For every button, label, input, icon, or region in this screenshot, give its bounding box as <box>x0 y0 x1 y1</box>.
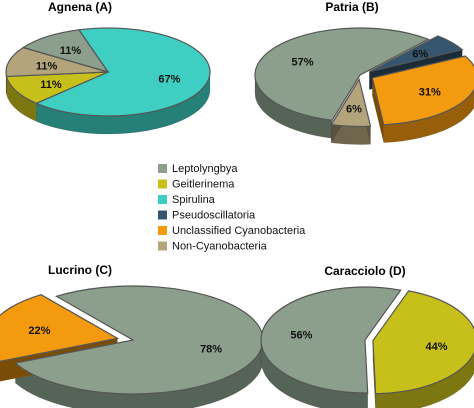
chart-title-agnena: Agnena (A) <box>48 0 112 14</box>
slice-geitlerinema <box>372 290 474 395</box>
slice-label-geitlerinema: 11% <box>40 79 62 91</box>
titles-layer: Agnena (A) Patria (B) Lucrino (C) Caracc… <box>48 0 406 278</box>
legend-label: Spirulina <box>172 194 216 206</box>
slice-non-cyanobacteria <box>330 77 372 128</box>
legend-item-non-cyanobacteria: Non-Cyanobacteria <box>158 241 268 253</box>
slice-label-geitlerinema: 44% <box>426 341 448 353</box>
legend-item-geitlerinema: Geitlerinema <box>158 179 235 191</box>
chart-title-lucrino: Lucrino (C) <box>48 263 112 277</box>
slice-label-leptolyngbya: 56% <box>290 330 312 342</box>
chart-title-caracciolo: Caracciolo (D) <box>324 264 405 278</box>
legend-item-spirulina: Spirulina <box>158 194 216 206</box>
legend-swatch <box>158 226 167 235</box>
legend-label: Geitlerinema <box>172 179 235 191</box>
legend-label: Non-Cyanobacteria <box>172 241 268 253</box>
legend-swatch <box>158 210 167 220</box>
legend-swatch <box>158 164 167 173</box>
pie-caracciolo-d: 44% 56% <box>260 286 474 408</box>
slice-label-non-cyanobacteria: 6% <box>346 104 362 116</box>
slice-label-leptolyngbya: 57% <box>292 56 314 68</box>
legend-label: Pseudoscillatoria <box>172 210 256 222</box>
legend-item-leptolyngbya: Leptolyngbya <box>158 163 238 175</box>
pies-layer: 67%11%11%11%57%6%31%6%78%22%44%56% <box>0 27 474 408</box>
chart-title-patria: Patria (B) <box>325 0 378 14</box>
slice-leptolyngbya <box>21 29 110 74</box>
slice-non-cyanobacteria <box>5 46 109 78</box>
slice-leptolyngbya <box>260 286 402 394</box>
slice-label-unclassified-cyanobacteria: 22% <box>28 325 50 337</box>
slice-unclassified-cyanobacteria <box>0 294 120 362</box>
slice-label-leptolyngbya: 11% <box>60 45 82 57</box>
legend-label: Leptolyngbya <box>172 163 238 175</box>
slice-pseudoscillatoria <box>369 35 464 73</box>
legend-swatch <box>158 179 167 189</box>
legend-swatch <box>158 241 167 251</box>
legend-label: Unclassified Cyanobacteria <box>172 225 306 237</box>
pie-patria-b: 57% 6% 31% 6% <box>254 27 474 145</box>
legend: Leptolyngbya Geitlerinema Spirulina Pseudos… <box>158 163 306 253</box>
legend-swatch <box>158 195 167 204</box>
slice-leptolyngbya <box>14 285 264 395</box>
slice-leptolyngbya <box>254 27 430 121</box>
legend-item-pseudoscillatoria: Pseudoscillatoria <box>158 210 256 222</box>
pie-lucrino-c: 78% 22% <box>0 285 264 408</box>
slice-label-non-cyanobacteria: 11% <box>36 60 58 72</box>
slice-label-spirulina: 67% <box>158 74 180 86</box>
slice-label-unclassified-cyanobacteria: 31% <box>419 87 441 99</box>
slice-label-pseudoscillatoria: 6% <box>412 48 428 60</box>
slice-spirulina <box>34 27 211 117</box>
slice-label-leptolyngbya: 78% <box>200 343 222 355</box>
pie-agnena-a: 67%11%11%11% <box>5 27 211 135</box>
legend-item-unclassified-cyanobacteria: Unclassified Cyanobacteria <box>158 225 306 237</box>
